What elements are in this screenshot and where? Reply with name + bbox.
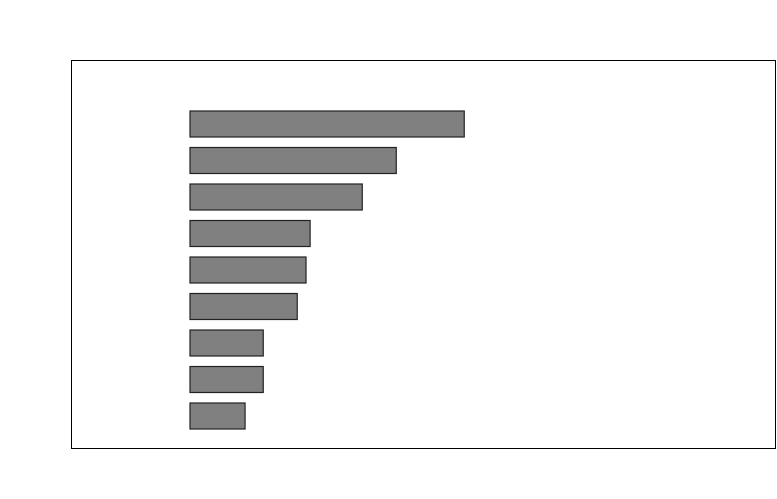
bar	[189, 402, 246, 430]
plot-frame	[71, 60, 776, 449]
bar	[189, 146, 397, 175]
bar	[189, 329, 264, 357]
bar	[189, 256, 307, 284]
bar	[189, 183, 363, 211]
bar	[189, 292, 298, 321]
bar	[189, 365, 264, 394]
bar	[189, 219, 311, 248]
bar	[189, 110, 465, 138]
